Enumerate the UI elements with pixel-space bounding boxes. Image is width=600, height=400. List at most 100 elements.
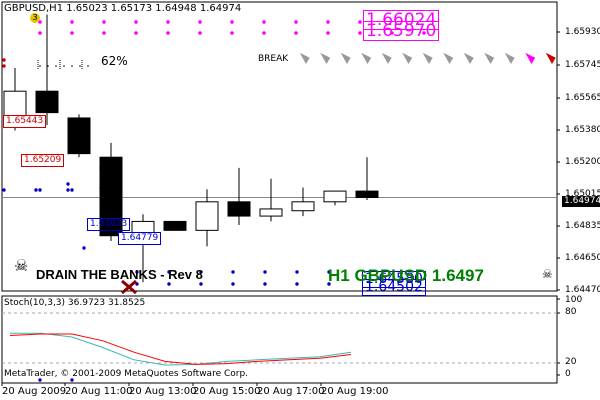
chart-frames <box>1 1 560 386</box>
chart-arrow-icon: ☠ <box>542 267 553 281</box>
break-label: BREAK <box>258 54 289 64</box>
current-price-tag: 1.64974 <box>562 196 600 207</box>
chart-marks <box>121 279 137 295</box>
x-tick: 20 Aug 17:00 <box>257 386 325 397</box>
pink-dot <box>102 31 106 35</box>
gauge-dot <box>55 65 57 67</box>
gauge-dot <box>63 65 65 67</box>
price-big-label: H1 GBPUSD 1.6497 <box>328 266 484 285</box>
gauge-dot <box>39 65 41 67</box>
y-tick: 1.65015 <box>565 189 600 199</box>
pink-dot <box>422 31 426 35</box>
bottom-level-label-2: 1.64502 <box>362 279 426 296</box>
break-arrow-icon <box>545 52 556 64</box>
blue-dot <box>231 270 235 274</box>
break-arrows <box>299 52 556 64</box>
break-arrow-icon <box>299 52 310 64</box>
blue-dot <box>82 246 86 250</box>
blue-dot <box>70 378 74 382</box>
gauge-dot <box>47 65 49 67</box>
skull-crossbones-icon: ☠ <box>14 256 29 275</box>
candle-body <box>163 220 187 231</box>
blue-dot <box>66 182 70 186</box>
smiley-icon: 3 <box>30 13 40 23</box>
candle-body <box>195 201 219 231</box>
chart-header: GBPUSD,H1 1.65023 1.65173 1.64948 1.6497… <box>4 3 242 14</box>
sub-y-tick: 20 <box>565 357 577 367</box>
pink-dot <box>262 31 266 35</box>
candle-body <box>355 190 379 199</box>
candle-body <box>35 90 59 114</box>
candle-body <box>323 190 347 203</box>
pink-dot <box>358 31 362 35</box>
blue-dot <box>70 188 74 192</box>
level-label-red-2: 1.65209 <box>21 154 65 167</box>
pink-dot <box>198 20 202 24</box>
sub-frame <box>1 295 558 384</box>
pink-dot <box>166 31 170 35</box>
cross-mark-icon <box>121 279 137 295</box>
blue-dot <box>327 282 331 286</box>
blue-dot <box>66 188 70 192</box>
candle-body <box>67 117 91 155</box>
red-dot <box>2 58 6 62</box>
pink-dot <box>294 31 298 35</box>
y-tick: 1.65200 <box>565 157 600 167</box>
blue-dot <box>34 188 38 192</box>
pink-dot <box>134 31 138 35</box>
break-arrow-icon <box>320 52 331 64</box>
main-frame <box>1 1 558 292</box>
y-tick: 1.64470 <box>565 285 600 295</box>
candle-body <box>227 201 251 217</box>
break-arrow-icon <box>504 52 515 64</box>
blue-dot <box>2 188 6 192</box>
blue-dot <box>38 378 42 382</box>
pink-dot <box>70 31 74 35</box>
pink-dot <box>198 31 202 35</box>
pink-dot <box>326 20 330 24</box>
x-tick: 20 Aug 2009 <box>2 386 67 397</box>
red-dot <box>2 64 6 68</box>
x-tick: 20 Aug 11:00 <box>65 386 133 397</box>
stoch-main-line <box>10 332 352 366</box>
candle-body <box>259 208 283 217</box>
blue-dot <box>38 188 42 192</box>
pink-dot <box>390 31 394 35</box>
y-tick: 1.65380 <box>565 125 600 135</box>
pink-dot <box>134 20 138 24</box>
blue-dot <box>327 270 331 274</box>
candle-body <box>291 201 315 212</box>
stoch-signal-line <box>9 333 352 365</box>
blue-dot <box>167 270 171 274</box>
blue-dot <box>167 282 171 286</box>
break-arrow-icon <box>422 52 433 64</box>
gauge-dot <box>87 65 89 67</box>
gauge-percent: 62% <box>101 54 128 68</box>
y-tick: 1.64650 <box>565 253 600 263</box>
candle-body <box>99 156 123 237</box>
candles[interactable] <box>3 14 379 283</box>
blue-dot <box>199 282 203 286</box>
pink-dot <box>358 20 362 24</box>
pink-dot <box>38 31 42 35</box>
pink-dot <box>70 20 74 24</box>
pink-dot <box>230 20 234 24</box>
subwindow-title: Stoch(10,3,3) 36.9723 31.8525 <box>4 298 146 308</box>
pink-dot <box>102 20 106 24</box>
copyright-text: MetaTrader, © 2001-2009 MetaQuotes Softw… <box>4 369 249 379</box>
break-arrow-icon <box>463 52 474 64</box>
x-tick: 20 Aug 19:00 <box>321 386 389 397</box>
x-tick: 20 Aug 13:00 <box>129 386 197 397</box>
blue-dot <box>135 282 139 286</box>
gauge-dot <box>71 65 73 67</box>
y-tick: 1.65930 <box>565 27 600 37</box>
blue-dot <box>135 270 139 274</box>
level-label-blue-2: 1.64779 <box>118 232 162 245</box>
level-label-red-1: 1.65443 <box>3 115 47 128</box>
y-tick: 1.65745 <box>565 60 600 70</box>
pink-dot <box>326 31 330 35</box>
break-arrow-icon <box>443 52 454 64</box>
blue-dot <box>295 270 299 274</box>
sub-y-tick: 80 <box>565 307 577 317</box>
